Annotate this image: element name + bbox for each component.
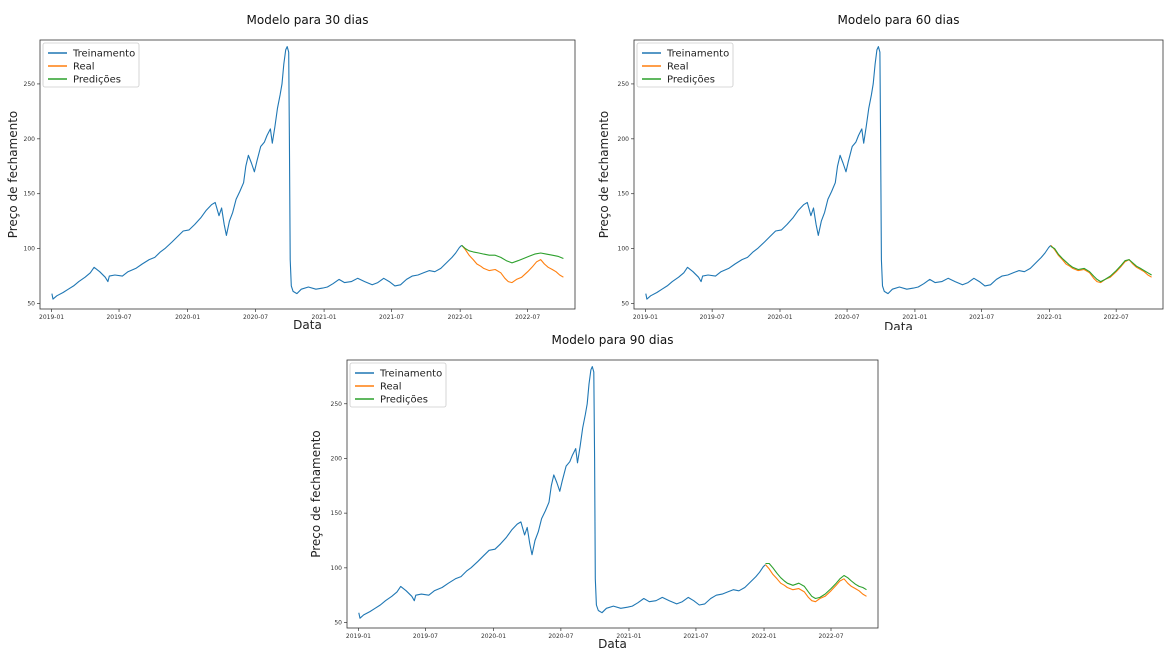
series-line-treinamento: [358, 366, 766, 619]
x-tick-label: 2022-01: [448, 314, 473, 321]
chart-title: Modelo para 90 dias: [552, 333, 674, 347]
y-tick-label: 50: [334, 620, 342, 627]
axes-frame: [39, 39, 576, 310]
x-tick-label: 2021-07: [683, 633, 708, 640]
chart-panel-90-dias: Modelo para 90 dias 2019-01 2019-07 2020-01…: [300, 330, 880, 651]
x-tick-label: 2022-01: [1037, 314, 1062, 321]
series-line-real: [1050, 244, 1152, 284]
legend-label: Treinamento: [379, 369, 442, 380]
legend-label: Predições: [667, 75, 715, 86]
y-tick-label: 250: [618, 81, 630, 88]
axes-frame: [346, 359, 879, 629]
x-tick-label: 2019-07: [413, 633, 438, 640]
x-tick-label: 2019-01: [346, 633, 371, 640]
x-tick-label: 2020-01: [175, 314, 200, 321]
y-tick-label: 100: [331, 565, 343, 572]
legend-box: [636, 42, 734, 88]
x-tick-label: 2022-07: [515, 314, 540, 321]
legend-label: Real: [73, 62, 95, 73]
legend-label: Real: [667, 62, 689, 73]
legend: Treinamento Real Predições: [636, 42, 734, 88]
series-line-predi-es: [461, 244, 564, 264]
x-tick-label: 2019-07: [106, 314, 131, 321]
x-tick-label: 2022-07: [1104, 314, 1129, 321]
y-tick-label: 250: [331, 401, 343, 408]
chart-svg: Modelo para 60 dias 2019-01 2019-07 2020-01…: [597, 13, 1164, 334]
y-tick-label: 150: [618, 191, 630, 198]
legend-box: [349, 362, 447, 408]
legend-label: Treinamento: [666, 49, 729, 60]
x-tick-label: 2021-01: [312, 314, 337, 321]
y-tick-label: 50: [27, 301, 35, 308]
y-tick-label: 250: [24, 81, 36, 88]
chart-svg: Modelo para 90 dias 2019-01 2019-07 2020-01…: [309, 333, 879, 651]
y-tick-label: 200: [618, 136, 630, 143]
legend: Treinamento Real Predições: [349, 362, 447, 408]
chart-panel-60-dias: Modelo para 60 dias 2019-01 2019-07 2020-01…: [590, 0, 1167, 334]
x-tick-label: 2020-07: [243, 314, 268, 321]
x-axis-label: Data: [293, 318, 322, 330]
legend-label: Real: [380, 382, 402, 393]
x-tick-label: 2021-01: [902, 314, 927, 321]
x-tick-label: 2021-07: [969, 314, 994, 321]
x-tick-label: 2021-07: [379, 314, 404, 321]
axes-frame: [633, 39, 1164, 310]
x-tick-label: 2020-01: [481, 633, 506, 640]
x-tick-label: 2019-01: [633, 314, 658, 321]
y-tick-label: 50: [621, 301, 629, 308]
legend-label: Treinamento: [72, 49, 135, 60]
chart-title: Modelo para 60 dias: [838, 13, 960, 27]
series-line-treinamento: [51, 46, 463, 300]
series-line-predi-es: [765, 562, 867, 600]
x-axis-label: Data: [598, 637, 627, 650]
y-tick-label: 150: [24, 191, 36, 198]
x-tick-label: 2019-07: [700, 314, 725, 321]
series-line-predi-es: [1050, 245, 1152, 283]
x-tick-label: 2020-01: [767, 314, 792, 321]
x-tick-label: 2019-01: [39, 314, 64, 321]
y-tick-label: 100: [618, 246, 630, 253]
x-tick-label: 2021-01: [616, 633, 641, 640]
chart-title: Modelo para 30 dias: [247, 13, 369, 27]
legend: Treinamento Real Predições: [42, 42, 140, 88]
y-axis-label: Preço de fechamento: [6, 111, 20, 239]
y-tick-label: 100: [24, 246, 36, 253]
legend-label: Predições: [380, 395, 428, 406]
x-axis-label: Data: [884, 320, 913, 330]
y-axis-label: Preço de fechamento: [309, 430, 323, 558]
legend-label: Predições: [73, 75, 121, 86]
series-line-real: [461, 244, 564, 284]
series-line-treinamento: [645, 46, 1052, 300]
x-tick-label: 2020-07: [835, 314, 860, 321]
legend-box: [42, 42, 140, 88]
x-tick-label: 2022-01: [751, 633, 776, 640]
y-tick-label: 200: [24, 136, 36, 143]
y-tick-label: 150: [331, 510, 343, 517]
y-axis-label: Preço de fechamento: [597, 111, 611, 239]
chart-panel-30-dias: Modelo para 30 dias 2019-01 2019-07 2020-01…: [0, 0, 580, 332]
series-line-real: [765, 564, 867, 603]
x-tick-label: 2022-07: [818, 633, 843, 640]
chart-svg: Modelo para 30 dias 2019-01 2019-07 2020-01…: [6, 13, 576, 332]
x-tick-label: 2020-07: [548, 633, 573, 640]
y-tick-label: 200: [331, 455, 343, 462]
